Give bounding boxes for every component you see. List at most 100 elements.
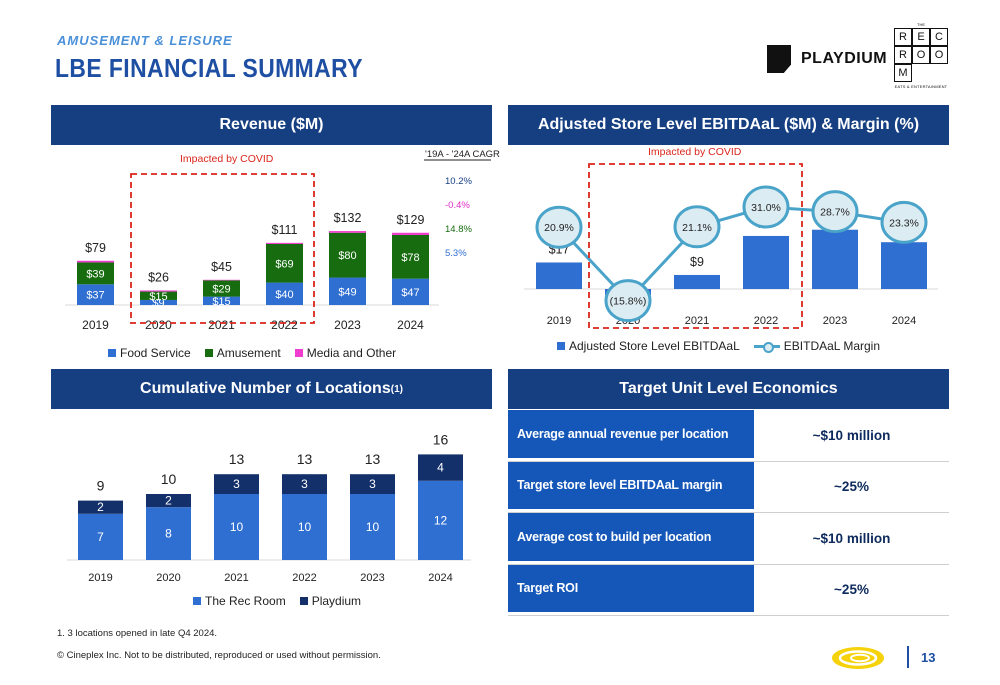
economics-table: Average annual revenue per location ~$10… xyxy=(508,410,949,616)
ebitdaal-legend: Adjusted Store Level EBITDAaL EBITDAaL M… xyxy=(557,339,880,353)
bar-data-label: 7 xyxy=(97,530,104,544)
cineplex-logo-icon xyxy=(832,647,884,669)
bar-segment xyxy=(418,480,463,560)
rec-room-letter: O xyxy=(930,46,948,64)
table-row: Average cost to build per location ~$10 … xyxy=(508,513,949,565)
ebitdaal-panel-header: Adjusted Store Level EBITDAaL ($M) & Mar… xyxy=(508,105,949,145)
bar-segment xyxy=(203,280,240,297)
bar-data-label: 2 xyxy=(165,494,172,508)
bar-segment xyxy=(146,494,191,508)
bar-segment xyxy=(140,299,177,305)
legend-playdium: Playdium xyxy=(299,594,362,608)
ebitdaal-chart: $172019-$42020$92021$342022$382023$30202… xyxy=(524,163,938,329)
revenue-panel-title: Revenue ($M) xyxy=(219,116,324,133)
cagr-value: 14.8% xyxy=(445,224,472,235)
locations-panel-header: Cumulative Number of Locations (1) xyxy=(51,369,492,409)
legend-label: The Rec Room xyxy=(205,594,286,608)
x-tick-label: 2020 xyxy=(145,318,172,332)
margin-marker xyxy=(535,205,583,249)
margin-marker xyxy=(880,200,928,244)
legend-swatch xyxy=(294,349,303,357)
x-tick-label: 2022 xyxy=(271,318,298,332)
bar-segment xyxy=(329,277,366,305)
page-title: LBE FINANCIAL SUMMARY xyxy=(55,53,363,83)
bar-segment xyxy=(203,296,240,305)
bar-segment xyxy=(282,494,327,560)
total-label: $79 xyxy=(85,241,106,255)
total-label: $132 xyxy=(334,211,362,225)
total-label: 9 xyxy=(97,478,105,494)
x-tick-label: 2022 xyxy=(292,572,316,584)
legend-label: Amusement xyxy=(216,346,281,360)
bar xyxy=(674,274,720,289)
legend-swatch xyxy=(557,342,565,350)
legend-media-other: Media and Other xyxy=(294,346,397,360)
copyright-notice: © Cineplex Inc. Not to be distributed, r… xyxy=(57,650,381,661)
bar-data-label: 10 xyxy=(298,520,312,534)
rec-room-logo: THE R E C R O O M EATS & ENTERTAINMENT xyxy=(893,22,949,89)
bar-data-label: 10 xyxy=(230,520,244,534)
bar-data-label: $40 xyxy=(275,289,293,301)
ebitdaal-panel-title: Adjusted Store Level EBITDAaL ($M) & Mar… xyxy=(537,116,920,133)
x-tick-label: 2021 xyxy=(685,315,709,327)
bar-segment xyxy=(140,290,177,292)
total-label: $26 xyxy=(148,270,169,284)
economics-value: ~$10 million xyxy=(812,427,891,443)
bar-segment xyxy=(282,474,327,494)
x-tick-label: 2023 xyxy=(360,572,384,584)
rec-room-letter: E xyxy=(912,28,930,46)
rec-room-grid: R E C R O O M xyxy=(894,28,948,82)
legend-label: EBITDAaL Margin xyxy=(783,339,881,353)
legend-label: Playdium xyxy=(311,594,362,608)
locations-legend: The Rec Room Playdium xyxy=(193,594,361,608)
margin-marker xyxy=(811,190,859,234)
cagr-value: 10.2% xyxy=(445,176,472,187)
rec-room-letter: R xyxy=(894,46,912,64)
bar-segment xyxy=(77,262,114,285)
x-tick-label: 2021 xyxy=(224,572,248,584)
legend-label: Adjusted Store Level EBITDAaL xyxy=(569,339,740,353)
rec-room-tagline: EATS & ENTERTAINMENT xyxy=(894,84,948,89)
economics-value: ~25% xyxy=(834,479,869,495)
revenue-chart: $37$39$792019$9$15$262020$15$29$452021$4… xyxy=(65,149,500,332)
legend-rec-room: The Rec Room xyxy=(193,594,286,608)
bar-data-label: $9 xyxy=(152,297,164,309)
rec-room-the: THE xyxy=(917,22,925,27)
legend-food-service: Food Service xyxy=(108,346,191,360)
legend-label: Media and Other xyxy=(306,346,397,360)
cagr-header: '19A - '24A CAGR xyxy=(425,149,500,160)
bar-segment xyxy=(266,242,303,244)
margin-label: 31.0% xyxy=(751,202,781,214)
bar-data-label: 2 xyxy=(97,500,104,514)
page-number: 13 xyxy=(921,650,936,665)
table-row: Target ROI ~25% xyxy=(508,564,949,616)
margin-label: 28.7% xyxy=(820,207,850,219)
x-tick-label: 2019 xyxy=(88,572,112,584)
legend-ebitdaal: Adjusted Store Level EBITDAaL xyxy=(557,339,740,353)
bar-data-label: $47 xyxy=(401,287,419,299)
bar-data-label: $29 xyxy=(212,283,230,295)
covid-highlight-box xyxy=(588,163,803,329)
margin-label: 23.3% xyxy=(889,217,919,229)
economics-metric: Target store level EBITDAaL margin xyxy=(508,461,754,512)
rec-room-letter: O xyxy=(912,46,930,64)
bar-data-label: 12 xyxy=(434,513,448,527)
x-tick-label: 2024 xyxy=(892,315,916,327)
legend-swatch xyxy=(204,349,213,357)
bar-segment xyxy=(203,279,240,281)
legend-swatch xyxy=(299,597,308,605)
total-label: 13 xyxy=(297,451,313,467)
x-tick-label: 2022 xyxy=(754,315,778,327)
bar-segment xyxy=(418,454,463,481)
economics-value: ~25% xyxy=(834,582,869,598)
economics-metric: Average cost to build per location xyxy=(508,513,754,564)
economics-metric: Average annual revenue per location xyxy=(508,410,754,461)
locations-footnote-ref: (1) xyxy=(390,383,403,395)
economics-value: ~$10 million xyxy=(812,530,891,546)
legend-amusement: Amusement xyxy=(204,346,281,360)
bar-data-label: 3 xyxy=(301,477,308,491)
bar xyxy=(812,229,858,289)
revenue-covid-label: Impacted by COVID xyxy=(180,153,274,165)
bar-data-label: $69 xyxy=(275,258,293,270)
margin-label: (15.8%) xyxy=(610,296,647,308)
